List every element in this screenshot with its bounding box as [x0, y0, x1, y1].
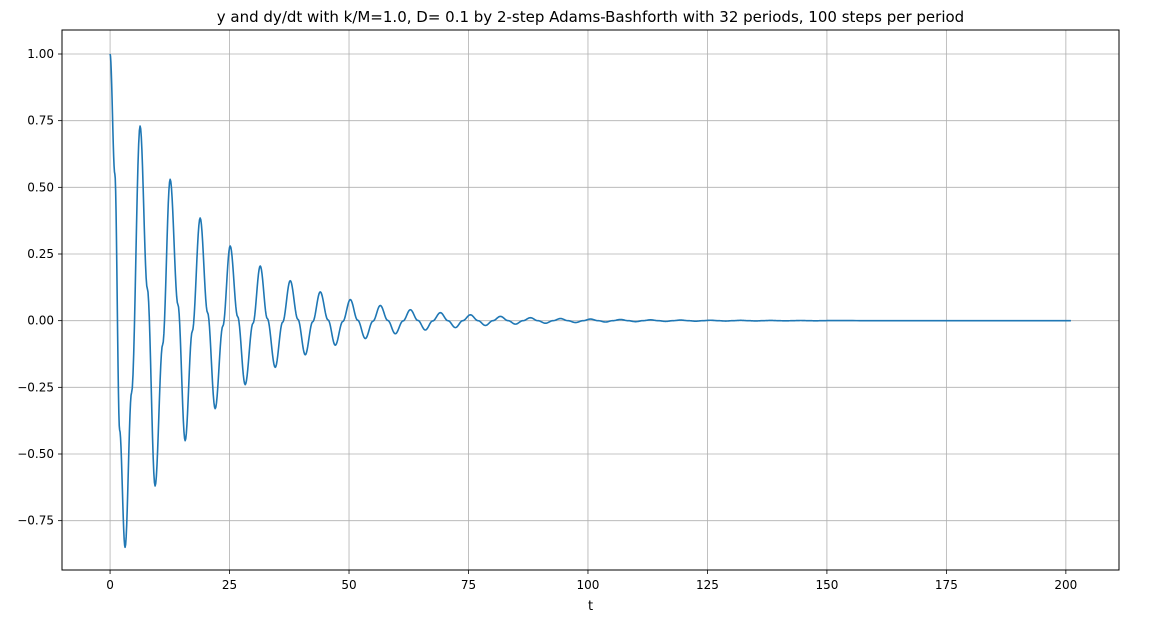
- x-tick-label: 50: [341, 578, 356, 592]
- x-tick-label: 75: [461, 578, 476, 592]
- series-line: [109, 53, 1071, 549]
- y-tick-label: 0.75: [27, 114, 54, 128]
- plot-frame: [61, 29, 1120, 571]
- x-tick-label: 25: [222, 578, 237, 592]
- x-tick-label: 125: [696, 578, 719, 592]
- x-tick-label: 0: [106, 578, 114, 592]
- x-tick-label: 175: [935, 578, 958, 592]
- x-axis: 0 25 50 75 100 125 150 175 200: [106, 570, 1077, 592]
- series-layer: [109, 53, 1071, 549]
- y-tick-label: 0.25: [27, 247, 54, 261]
- y-tick-label: −0.75: [17, 514, 54, 528]
- chart-title: y and dy/dt with k/M=1.0, D= 0.1 by 2-st…: [217, 8, 964, 26]
- x-axis-label: t: [588, 599, 593, 614]
- y-tick-label: 0.50: [27, 180, 54, 194]
- x-tick-label: 150: [815, 578, 838, 592]
- x-tick-label: 200: [1054, 578, 1077, 592]
- y-tick-label: 0.00: [27, 314, 54, 328]
- y-tick-label: −0.50: [17, 447, 54, 461]
- y-axis: −0.75 −0.50 −0.25 0.00 0.25 0.50 0.75 1.00: [17, 47, 62, 528]
- y-tick-label: −0.25: [17, 380, 54, 394]
- y-tick-label: 1.00: [27, 47, 54, 61]
- x-tick-label: 100: [577, 578, 600, 592]
